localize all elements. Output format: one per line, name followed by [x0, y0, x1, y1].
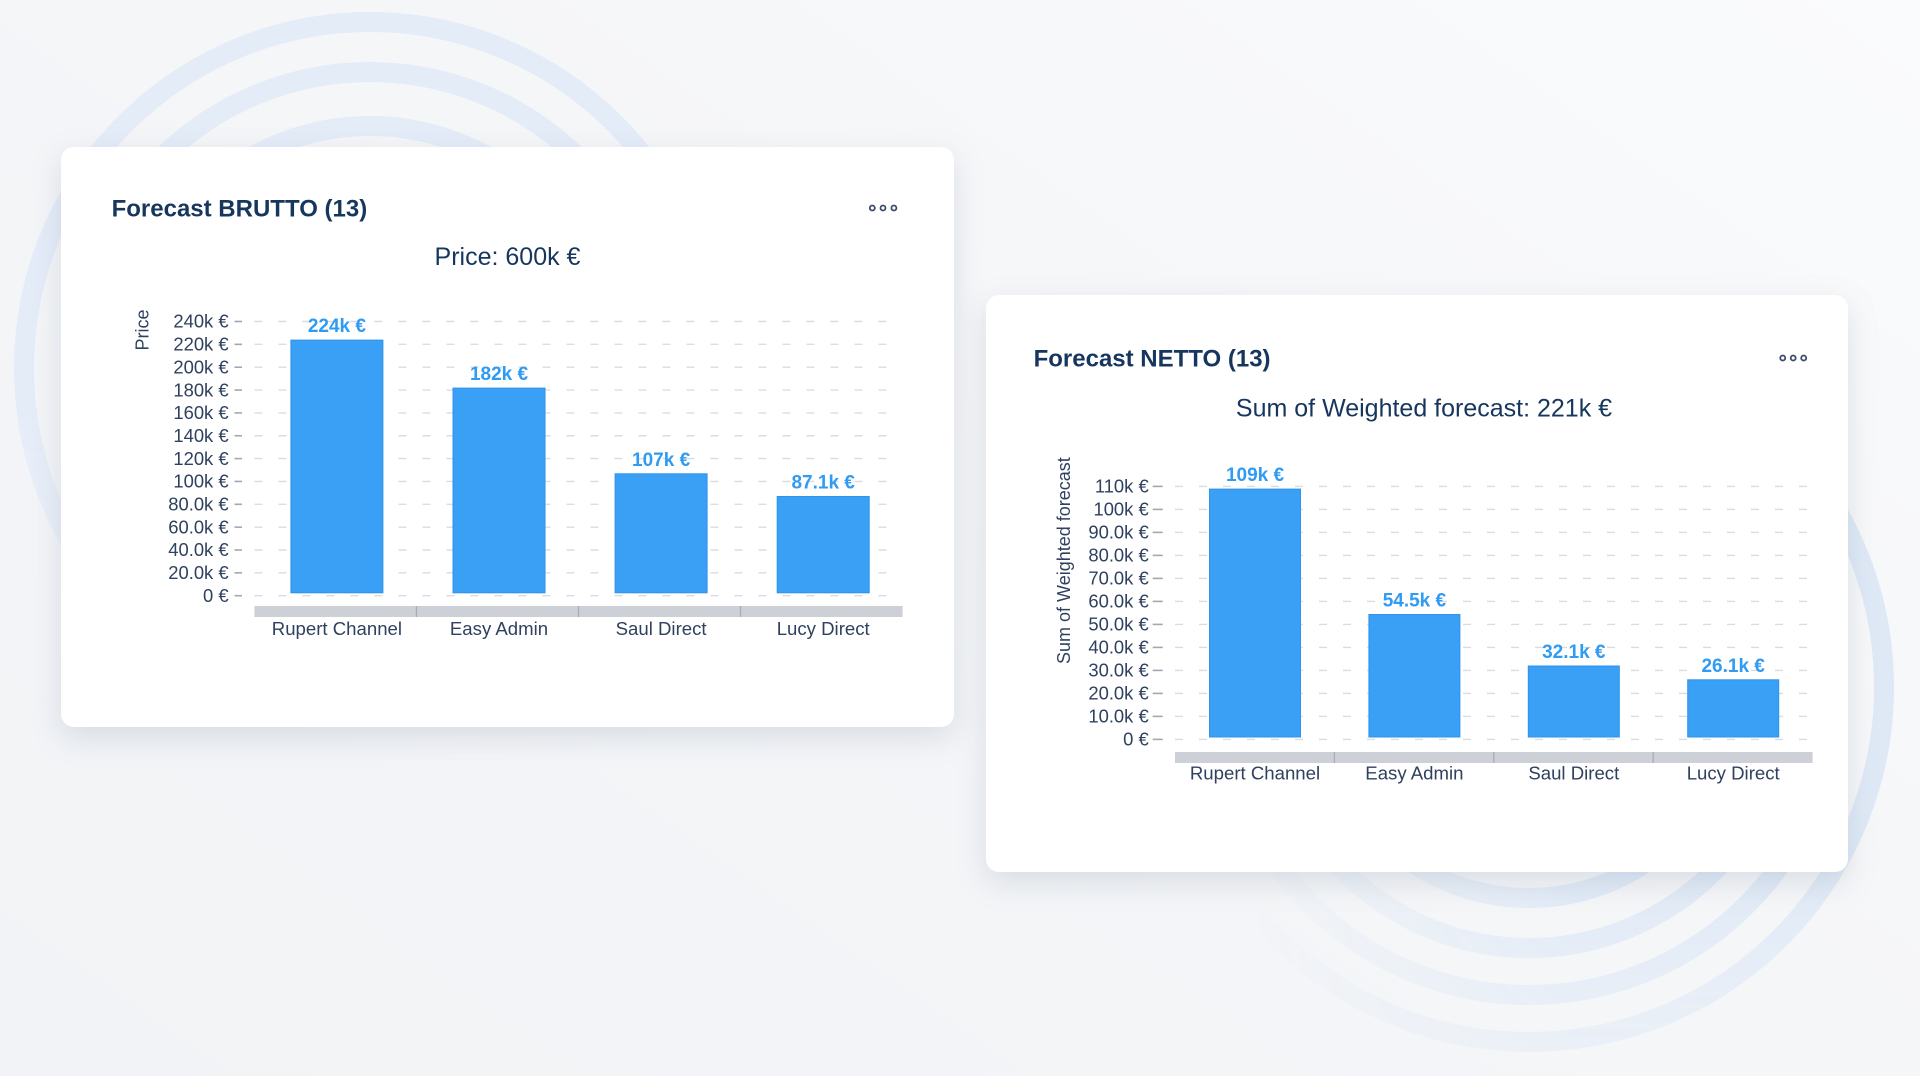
- svg-text:10.0k €: 10.0k €: [1088, 706, 1148, 727]
- svg-text:110k €: 110k €: [1095, 476, 1149, 497]
- svg-text:80.0k €: 80.0k €: [168, 494, 228, 515]
- svg-text:224k €: 224k €: [308, 316, 367, 337]
- svg-text:60.0k €: 60.0k €: [1088, 591, 1148, 612]
- svg-text:200k €: 200k €: [173, 356, 228, 377]
- svg-text:0 €: 0 €: [203, 585, 229, 606]
- svg-text:Rupert Channel: Rupert Channel: [1190, 763, 1320, 784]
- svg-text:Easy Admin: Easy Admin: [1365, 763, 1463, 784]
- svg-text:220k €: 220k €: [173, 334, 228, 355]
- svg-text:Price: Price: [132, 309, 152, 350]
- svg-text:54.5k €: 54.5k €: [1383, 591, 1447, 612]
- svg-text:Saul Direct: Saul Direct: [616, 618, 708, 639]
- svg-text:Saul Direct: Saul Direct: [1528, 763, 1620, 784]
- svg-text:140k €: 140k €: [173, 425, 228, 446]
- svg-text:120k €: 120k €: [173, 448, 228, 469]
- svg-text:Lucy Direct: Lucy Direct: [777, 618, 871, 639]
- svg-text:100k €: 100k €: [173, 471, 228, 492]
- svg-text:182k €: 182k €: [470, 364, 529, 385]
- svg-text:90.0k €: 90.0k €: [1088, 522, 1148, 543]
- svg-text:180k €: 180k €: [173, 379, 228, 400]
- svg-text:70.0k €: 70.0k €: [1088, 568, 1148, 589]
- svg-text:Easy Admin: Easy Admin: [450, 618, 548, 639]
- svg-text:40.0k €: 40.0k €: [1088, 637, 1148, 658]
- svg-text:26.1k €: 26.1k €: [1701, 656, 1765, 677]
- svg-text:100k €: 100k €: [1093, 499, 1148, 520]
- svg-text:Forecast BRUTTO (13): Forecast BRUTTO (13): [112, 196, 368, 223]
- svg-text:107k €: 107k €: [632, 450, 691, 471]
- svg-text:109k €: 109k €: [1226, 465, 1285, 486]
- svg-text:32.1k €: 32.1k €: [1542, 642, 1606, 663]
- svg-text:Lucy Direct: Lucy Direct: [1687, 763, 1781, 784]
- svg-text:Sum of Weighted forecast: 221k: Sum of Weighted forecast: 221k €: [1236, 394, 1612, 422]
- svg-text:60.0k €: 60.0k €: [168, 516, 228, 537]
- svg-text:20.0k €: 20.0k €: [1088, 683, 1148, 704]
- svg-text:240k €: 240k €: [173, 311, 228, 332]
- svg-text:Price: 600k €: Price: 600k €: [435, 243, 581, 271]
- svg-text:0 €: 0 €: [1123, 729, 1149, 750]
- svg-text:30.0k €: 30.0k €: [1088, 660, 1148, 681]
- svg-text:80.0k €: 80.0k €: [1088, 545, 1148, 566]
- svg-text:87.1k €: 87.1k €: [791, 473, 855, 494]
- svg-text:160k €: 160k €: [173, 402, 228, 423]
- svg-text:Rupert Channel: Rupert Channel: [272, 618, 402, 639]
- svg-text:50.0k €: 50.0k €: [1088, 614, 1148, 635]
- svg-text:40.0k €: 40.0k €: [168, 539, 228, 560]
- svg-text:20.0k €: 20.0k €: [168, 562, 228, 583]
- svg-text:Sum of Weighted forecast: Sum of Weighted forecast: [1054, 457, 1074, 664]
- svg-text:Forecast NETTO (13): Forecast NETTO (13): [1034, 346, 1271, 373]
